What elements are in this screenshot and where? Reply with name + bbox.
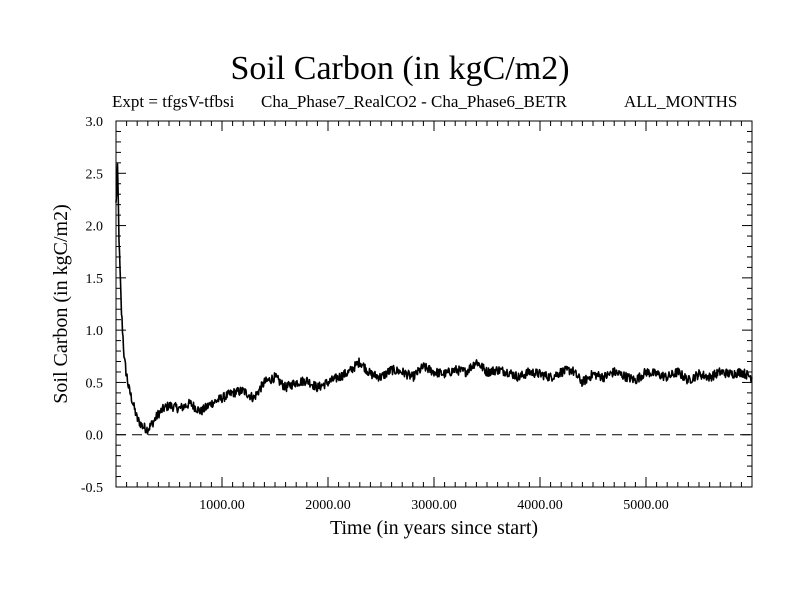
- y-tick-label: 2.0: [86, 220, 104, 235]
- data-series-line: [115, 163, 753, 435]
- x-tick-label: 1000.00: [199, 498, 245, 513]
- x-tick-label: 2000.00: [305, 498, 351, 513]
- x-tick-label: 3000.00: [411, 498, 457, 513]
- plot-frame: [115, 120, 753, 488]
- y-tick-label: 1.5: [86, 272, 104, 287]
- y-axis-label: Soil Carbon (in kgC/m2): [50, 204, 72, 403]
- x-tick-label: 5000.00: [623, 498, 669, 513]
- y-tick-label: 0.0: [86, 429, 104, 444]
- y-tick-label: -0.5: [81, 481, 103, 496]
- x-axis-label: Time (in years since start): [330, 517, 538, 539]
- chart-title: Soil Carbon (in kgC/m2): [230, 50, 570, 87]
- period-label: ALL_MONTHS: [624, 92, 738, 111]
- y-tick-label: 3.0: [86, 115, 104, 130]
- y-tick-label: 0.5: [86, 376, 104, 391]
- x-tick-label: 4000.00: [517, 498, 563, 513]
- chart-subtitle: Cha_Phase7_RealCO2 - Cha_Phase6_BETR: [261, 92, 567, 111]
- y-tick-label: 2.5: [86, 167, 104, 182]
- y-tick-label: 1.0: [86, 324, 104, 339]
- experiment-label: Expt = tfgsV-tfbsi: [112, 92, 235, 111]
